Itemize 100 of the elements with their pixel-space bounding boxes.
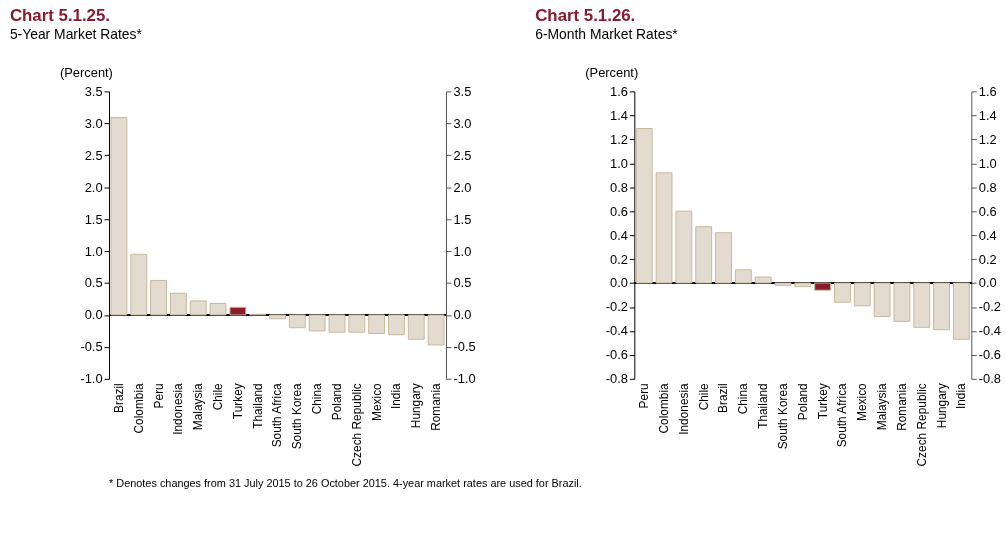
x-tick-label: Mexico — [369, 382, 384, 421]
y-tick-label: 1.0 — [84, 243, 103, 259]
x-tick-label: Colombia — [131, 382, 146, 434]
y-tick-label: 1.6 — [609, 83, 628, 99]
x-tick-label: India — [389, 382, 404, 410]
y-tick-label: -0.5 — [80, 339, 103, 355]
y2-tick-label: 0.8 — [978, 179, 997, 195]
bar — [715, 232, 732, 284]
y-tick-label: 2.5 — [84, 147, 103, 163]
y2-tick-label: 3.0 — [453, 115, 472, 131]
x-tick-label: Chile — [696, 382, 711, 411]
bar — [229, 306, 247, 316]
y-tick-label: -0.4 — [605, 323, 628, 339]
x-tick-label: Indonesia — [171, 382, 186, 435]
x-tick-label: Indonesia — [676, 382, 691, 435]
bar — [427, 314, 445, 346]
x-tick-label: Brazil — [111, 383, 126, 413]
y2-tick-label: 1.2 — [978, 131, 997, 147]
y-tick-label: 2.0 — [84, 179, 103, 195]
x-tick-label: Turkey — [815, 383, 830, 420]
y2-tick-label: 0.4 — [978, 227, 997, 243]
bar — [130, 253, 148, 316]
y2-tick-label: -1.0 — [453, 371, 476, 387]
y-tick-label: 0.0 — [84, 307, 103, 323]
y-tick-label: 0.4 — [609, 227, 628, 243]
x-tick-label: Malaysia — [191, 382, 206, 431]
x-tick-label: Poland — [329, 383, 344, 421]
x-tick-label: Romania — [429, 382, 444, 431]
x-tick-label: China — [736, 382, 751, 415]
x-tick-label: Hungary — [934, 383, 949, 429]
y-tick-label: -0.8 — [605, 371, 628, 387]
bar — [734, 269, 752, 284]
y2-tick-label: 0.0 — [978, 275, 997, 291]
bar — [873, 282, 891, 318]
x-tick-label: Colombia — [657, 382, 672, 434]
y-tick-label: 0.0 — [609, 275, 628, 291]
bar — [794, 282, 812, 288]
y-tick-label: 1.2 — [609, 131, 628, 147]
bar — [675, 210, 693, 284]
y-axis-title: (Percent) — [585, 65, 639, 81]
y2-tick-label: 3.5 — [453, 83, 472, 99]
bar — [853, 282, 871, 307]
x-tick-label: Poland — [795, 383, 810, 421]
y-tick-label: -0.2 — [605, 299, 628, 315]
chart-title: Chart 5.1.26. — [535, 6, 636, 26]
chart-subtitle: 5-Year Market Rates* — [9, 25, 143, 42]
bar — [368, 314, 386, 334]
y-tick-label: 1.5 — [84, 211, 103, 227]
x-tick-label: Peru — [151, 383, 166, 409]
bar — [189, 300, 207, 316]
y2-tick-label: 0.2 — [978, 251, 997, 267]
chart-title: Chart 5.1.25. — [9, 6, 111, 26]
bar — [328, 314, 346, 333]
bar — [814, 282, 832, 291]
y-tick-label: 0.2 — [609, 251, 628, 267]
x-tick-label: Malaysia — [875, 382, 890, 431]
x-tick-label: South Korea — [775, 382, 790, 450]
bar — [209, 302, 227, 316]
y2-tick-label: 1.0 — [453, 243, 472, 259]
y-tick-label: 3.5 — [84, 83, 103, 99]
x-tick-label: Mexico — [855, 382, 870, 421]
y-axis-title: (Percent) — [59, 65, 113, 81]
y2-tick-label: 1.4 — [978, 107, 997, 123]
y-tick-label: 0.5 — [84, 275, 103, 291]
bar — [834, 282, 851, 303]
y-tick-label: 0.6 — [609, 203, 628, 219]
bar — [388, 314, 405, 336]
bar — [913, 282, 931, 328]
y-tick-label: 1.0 — [609, 155, 628, 171]
x-tick-label: South Africa — [270, 382, 285, 448]
y2-tick-label: 2.5 — [453, 147, 472, 163]
x-tick-label: China — [310, 382, 325, 415]
y-tick-label: 0.8 — [609, 179, 628, 195]
x-tick-label: Turkey — [230, 383, 245, 420]
bar — [308, 314, 326, 332]
bar — [407, 314, 425, 340]
x-tick-label: Czech Republic — [914, 383, 929, 467]
y-tick-label: -1.0 — [80, 371, 103, 387]
x-tick-label: Thailand — [756, 383, 771, 429]
x-tick-label: Romania — [894, 382, 909, 431]
bar — [933, 282, 951, 331]
y2-tick-label: -0.4 — [978, 323, 1001, 339]
bar — [893, 282, 911, 322]
x-tick-label: Brazil — [716, 383, 731, 413]
y2-tick-label: -0.8 — [978, 371, 1001, 387]
y2-tick-label: -0.5 — [453, 339, 476, 355]
bar — [952, 282, 970, 340]
y2-tick-label: 1.5 — [453, 211, 472, 227]
bar — [635, 128, 653, 284]
x-tick-label: India — [954, 382, 969, 410]
bar — [110, 117, 128, 316]
y2-tick-label: -0.6 — [978, 347, 1001, 363]
x-tick-label: South Africa — [835, 382, 850, 448]
bar — [169, 292, 187, 316]
bar — [695, 226, 713, 284]
x-tick-label: Czech Republic — [349, 383, 364, 467]
chart-subtitle: 6-Month Market Rates* — [535, 25, 679, 42]
y2-tick-label: -0.2 — [978, 299, 1001, 315]
x-tick-label: Thailand — [250, 383, 265, 429]
bar — [269, 314, 286, 320]
